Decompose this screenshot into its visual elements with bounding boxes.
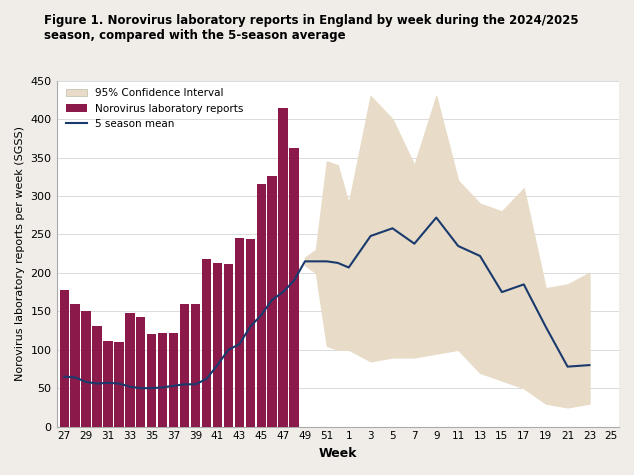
Bar xyxy=(268,176,277,427)
Bar xyxy=(278,108,288,427)
Bar xyxy=(81,311,91,427)
Legend: 95% Confidence Interval, Norovirus laboratory reports, 5 season mean: 95% Confidence Interval, Norovirus labor… xyxy=(62,84,248,133)
Bar xyxy=(169,333,178,427)
Bar xyxy=(213,263,222,427)
Bar xyxy=(103,341,113,427)
Bar xyxy=(202,259,211,427)
Bar xyxy=(93,326,101,427)
Bar xyxy=(235,238,244,427)
Bar xyxy=(289,148,299,427)
Bar xyxy=(125,313,134,427)
Bar xyxy=(257,184,266,427)
Bar xyxy=(60,290,69,427)
Bar xyxy=(245,239,255,427)
Bar xyxy=(158,333,167,427)
Bar xyxy=(114,342,124,427)
Y-axis label: Norovirus laboratory reports per week (SGSS): Norovirus laboratory reports per week (S… xyxy=(15,126,25,381)
Text: Figure 1. Norovirus laboratory reports in England by week during the 2024/2025
s: Figure 1. Norovirus laboratory reports i… xyxy=(44,14,579,42)
X-axis label: Week: Week xyxy=(318,447,357,460)
Bar xyxy=(224,265,233,427)
Bar xyxy=(147,334,157,427)
Bar xyxy=(191,304,200,427)
Bar xyxy=(180,304,189,427)
Bar xyxy=(70,304,80,427)
Bar xyxy=(136,317,145,427)
